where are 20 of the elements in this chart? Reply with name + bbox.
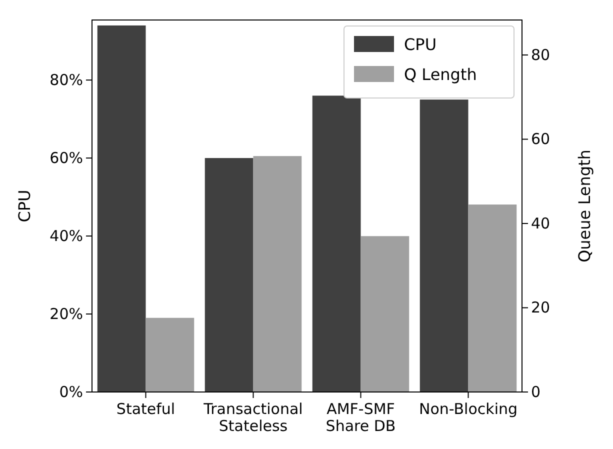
bar	[97, 25, 146, 392]
y2-tick-label: 80	[531, 46, 550, 64]
y-tick-label: 0%	[59, 382, 83, 401]
y-axis-title: CPU	[15, 190, 34, 222]
y-tick-label: 60%	[50, 148, 83, 167]
legend-label: Q Length	[404, 65, 477, 84]
y2-tick-label: 20	[531, 298, 550, 317]
y2-tick-label: 60	[531, 130, 550, 148]
x-tick-label: Transactional Stateless	[202, 400, 303, 435]
y-tick-label: 40%	[50, 226, 83, 245]
x-tick-label: Non-Blocking	[418, 400, 518, 418]
y2-tick-label: 0	[531, 382, 541, 401]
x-tick-label: AMF-SMF Share DB	[326, 400, 396, 435]
legend-label: CPU	[404, 35, 437, 54]
y-tick-label: 80%	[50, 70, 83, 89]
bar	[146, 318, 194, 392]
y-tick-label: 20%	[50, 304, 83, 323]
y2-axis-title: Queue Length	[575, 150, 594, 262]
x-tick-label: Stateful	[116, 400, 176, 418]
y2-tick-label: 40	[531, 214, 550, 232]
